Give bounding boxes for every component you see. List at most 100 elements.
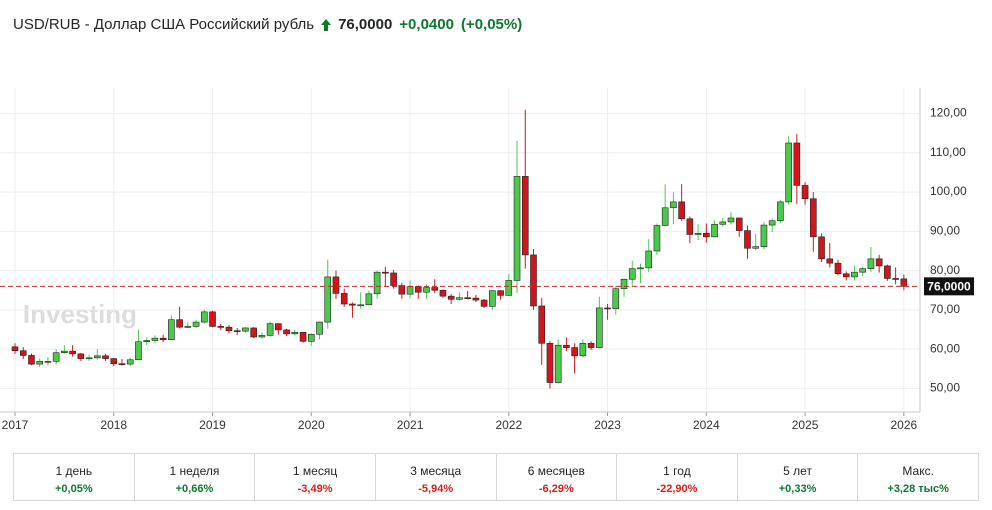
candle-body [382, 271, 389, 274]
candle-body [703, 233, 710, 238]
change: +3,28 тыс% [887, 483, 949, 495]
candle-body [69, 350, 76, 355]
candle-body [612, 288, 620, 310]
candle-body [209, 311, 216, 327]
candle-body [61, 350, 68, 353]
period: 1 неделя [169, 464, 220, 478]
change: +0,0400 [399, 16, 454, 33]
header: USD/RUB - Доллар США Российский рубль 76… [13, 16, 522, 33]
candle-body [711, 223, 718, 238]
price: 76,0000 [338, 16, 393, 33]
candle-body [686, 218, 694, 235]
up-arrow [321, 18, 332, 31]
candle-body [842, 273, 850, 278]
candle-body [834, 262, 842, 275]
candle-body [11, 346, 19, 352]
candle-body [472, 297, 480, 301]
change: -22,90% [656, 483, 698, 495]
change: +0,66% [175, 483, 214, 495]
candle-body [579, 342, 587, 357]
period: Макс. [902, 464, 934, 478]
candle-body [118, 363, 126, 365]
title: USD/RUB - Доллар США Российский рубль [13, 16, 315, 33]
performance-cell: 3 месяца -5,94% [374, 454, 496, 500]
candle-body [258, 335, 266, 338]
candle-body [760, 224, 768, 247]
candle-body [867, 258, 875, 269]
candle-body [513, 176, 521, 281]
period: 1 месяц [292, 464, 338, 478]
performance-table: 1 день +0,05% 1 неделя +0,66% 1 месяц -3,49% 3… [13, 453, 979, 501]
candle-body [233, 330, 241, 333]
candle-body [44, 361, 52, 363]
change: +0,05% [55, 483, 93, 495]
candle-body [777, 201, 784, 222]
x-tick-label: 2018 [100, 418, 127, 432]
candle-body [184, 326, 192, 328]
change: -5,94% [418, 483, 454, 495]
chart: Investing 50,00 60,00 70,00 80,00 90,00 100,0… [0, 88, 974, 432]
performance-cell: Макс. +3,28 тыс% [857, 454, 978, 500]
candle-body [291, 331, 299, 335]
x-tick-label: 2019 [199, 418, 226, 432]
candle-body [143, 340, 150, 343]
candle-body [77, 353, 85, 359]
candle-body [900, 278, 908, 287]
y-tick-label: 50,00 [930, 381, 960, 395]
candle-body [217, 326, 225, 328]
y-tick-label: 90,00 [930, 224, 960, 238]
candle-body [36, 361, 43, 365]
candle-body [423, 287, 430, 293]
candle-body [661, 207, 669, 226]
x-tick-label: 2026 [890, 418, 917, 432]
y-tick-label: 110,00 [930, 145, 966, 159]
candle-body [875, 258, 883, 267]
candle-body [538, 305, 546, 344]
y-tick-label: 100,00 [930, 184, 967, 198]
x-tick-label: 2022 [495, 418, 522, 432]
candle-body [727, 217, 735, 223]
candle-body [489, 290, 496, 307]
candle-body [826, 258, 834, 264]
last-price-label: 76,0000 [927, 279, 971, 293]
candle-body [200, 311, 208, 323]
change: -3,49% [297, 483, 333, 495]
candle-body [530, 254, 537, 307]
candle-body [670, 201, 677, 209]
period: 1 год [663, 464, 691, 478]
candle-body [168, 319, 175, 341]
candle-body [406, 286, 414, 295]
candle-body [678, 201, 685, 220]
candle-body [324, 276, 332, 323]
candle-body [365, 293, 373, 306]
period: 6 месяцев [527, 464, 585, 478]
performance-cell: 1 месяц -3,49% [254, 454, 375, 500]
change: +0,33% [778, 483, 817, 495]
candle-body [587, 342, 595, 348]
last-price-box [924, 277, 974, 296]
period: 1 день [55, 464, 93, 478]
y-tick-label: 70,00 [930, 302, 960, 316]
candle-body [554, 344, 562, 383]
period: 3 месяца [410, 464, 462, 478]
candle-body [637, 267, 644, 270]
x-tick-label: 2017 [2, 418, 29, 432]
candle-body [464, 297, 471, 300]
candle-body [653, 225, 661, 252]
candle-body [390, 272, 397, 286]
candle-body [340, 293, 348, 305]
change-pct: (+0,05%) [460, 16, 523, 33]
candle-body [28, 355, 35, 365]
candle-body [744, 230, 751, 249]
candle-body [571, 347, 578, 357]
y-tick-label: 60,00 [930, 341, 960, 355]
candle-body [52, 352, 60, 362]
performance-cell: 5 лет +0,33% [736, 454, 858, 500]
candle-body [645, 250, 653, 269]
candle-body [818, 236, 825, 260]
candle-body [620, 278, 628, 289]
candle-body [316, 321, 323, 335]
candle-body [480, 299, 488, 307]
candle-body [332, 276, 340, 294]
change: -6,29% [538, 483, 574, 495]
